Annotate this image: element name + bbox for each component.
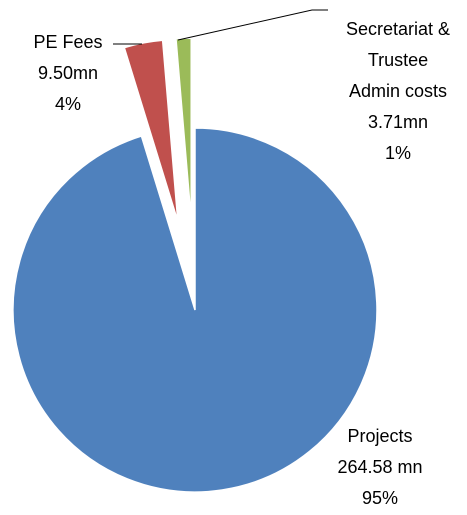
percent-label: 1% xyxy=(384,143,411,163)
category-label: Projects xyxy=(347,426,413,446)
category-label: PE Fees xyxy=(33,32,103,52)
pie-slice xyxy=(123,39,179,222)
pie-slice xyxy=(175,37,192,221)
value-label: 3.71mn xyxy=(367,112,429,132)
leader-line xyxy=(177,9,328,41)
value-label: 264.58 mn xyxy=(337,457,423,477)
percent-label: 95% xyxy=(361,488,399,508)
value-label: 9.50mn xyxy=(37,63,99,83)
slice-label: Projects 264.58 mn 95% xyxy=(318,421,442,514)
slice-label: PE Fees 9.50mn 4% xyxy=(8,27,128,120)
percent-label: 4% xyxy=(54,94,81,114)
pie-slice xyxy=(12,127,378,493)
category-label: Secretariat & Trustee Admin costs xyxy=(345,19,451,101)
slice-label: Secretariat & Trustee Admin costs 3.71mn 1… xyxy=(328,14,467,169)
